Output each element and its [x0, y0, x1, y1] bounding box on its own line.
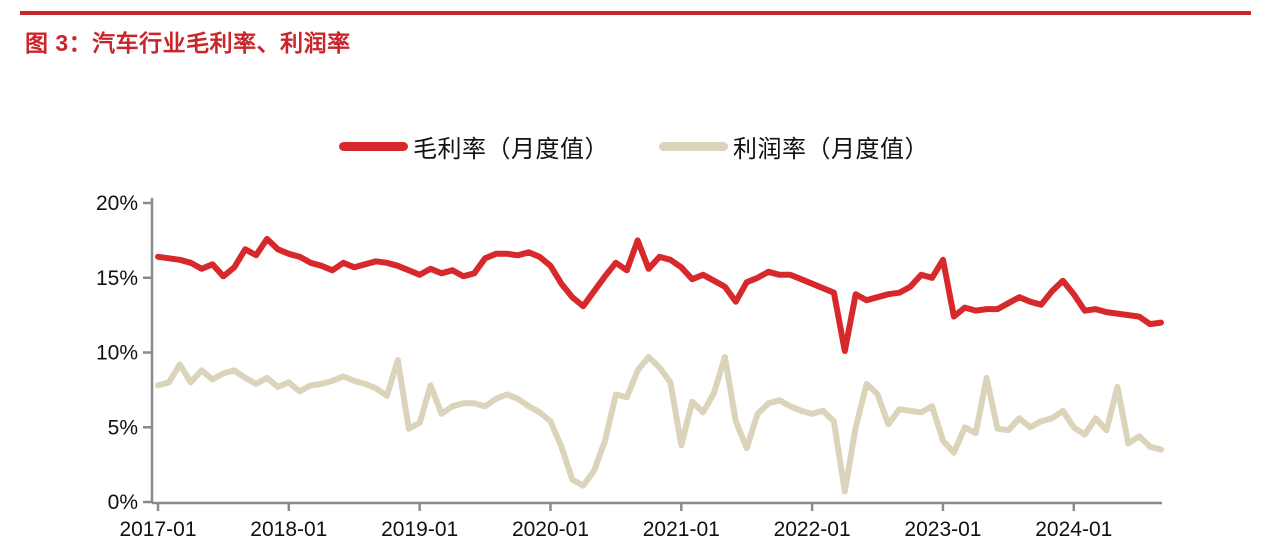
x-axis-label: 2020-01 [512, 518, 589, 541]
profit-margin-legend-label: 利润率（月度值） [733, 135, 929, 163]
legend-item-gross-margin: 毛利率（月度值） [339, 129, 609, 164]
profit-margin-line [155, 354, 1164, 495]
y-axis-label: 10% [96, 342, 138, 365]
x-axis-label: 2021-01 [643, 518, 720, 541]
legend-item-profit-margin: 利润率（月度值） [659, 129, 929, 164]
x-axis-label: 2019-01 [381, 518, 458, 541]
y-axis-label: 0% [108, 491, 138, 514]
x-axis-label: 2018-01 [250, 518, 327, 541]
y-axis-label: 20% [96, 192, 138, 215]
x-axis-label: 2017-01 [119, 518, 196, 541]
x-axis-label: 2024-01 [1035, 518, 1112, 541]
header-accent-rule [20, 11, 1251, 15]
gross-margin-legend-label: 毛利率（月度值） [413, 135, 609, 163]
y-axis-label: 15% [96, 267, 138, 290]
y-axis-label: 5% [108, 416, 138, 439]
profit-margin-swatch [659, 141, 728, 151]
chart-legend: 毛利率（月度值） 利润率（月度值） [339, 129, 929, 164]
figure-title: 图 3：汽车行业毛利率、利润率 [25, 30, 351, 56]
gross-margin-line [155, 235, 1164, 354]
x-axis-label: 2022-01 [774, 518, 851, 541]
gross-margin-swatch [339, 141, 408, 151]
x-axis-label: 2023-01 [904, 518, 981, 541]
